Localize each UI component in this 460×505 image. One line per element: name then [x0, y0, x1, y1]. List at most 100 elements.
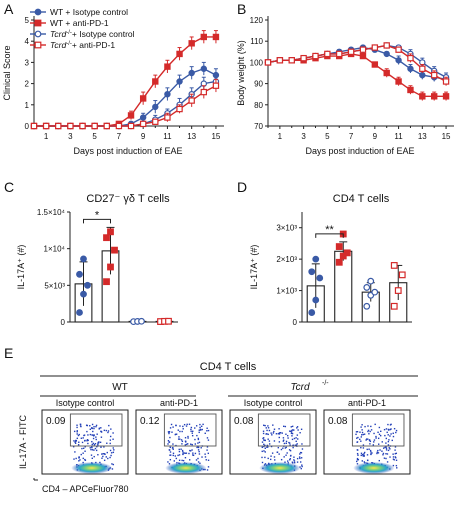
x-tick-label: 11: [163, 132, 172, 141]
event-dot: [296, 426, 299, 428]
event-dot: [206, 427, 208, 429]
event-dot: [373, 432, 375, 435]
event-dot: [361, 431, 364, 434]
event-dot: [204, 453, 206, 455]
event-dot: [363, 433, 366, 435]
event-dot: [185, 452, 188, 454]
group-wt-label: WT: [112, 382, 128, 393]
event-dot: [369, 449, 372, 452]
event-dot: [207, 466, 210, 468]
event-dot: [292, 429, 294, 431]
event-dot: [291, 432, 294, 435]
event-dot: [188, 452, 190, 455]
event-dot: [394, 446, 397, 448]
event-dot: [107, 430, 110, 432]
event-dot: [169, 454, 171, 456]
event-dot: [363, 461, 365, 463]
event-dot: [377, 431, 379, 433]
event-dot: [91, 449, 94, 451]
data-point: [200, 88, 208, 96]
event-dot: [363, 451, 366, 454]
event-dot: [202, 423, 204, 426]
event-dot: [375, 437, 377, 439]
event-dot: [395, 429, 398, 432]
event-dot: [285, 440, 288, 443]
x-tick-label: 13: [418, 132, 427, 141]
y-axis-label: Body weight (%): [236, 40, 246, 106]
density-core: [259, 462, 301, 474]
x-tick-label: 15: [442, 132, 451, 141]
data-point: [390, 302, 398, 310]
event-dot: [111, 468, 114, 470]
event-dot: [356, 441, 358, 443]
data-point: [395, 78, 402, 85]
event-dot: [281, 432, 283, 434]
event-dot: [276, 451, 279, 453]
event-dot: [268, 443, 271, 445]
event-dot: [190, 443, 192, 445]
event-dot: [363, 452, 365, 455]
legend-superscript: -/-: [66, 41, 72, 47]
event-dot: [91, 440, 93, 443]
event-dot: [387, 440, 390, 443]
event-dot: [289, 459, 291, 461]
event-dot: [280, 458, 283, 461]
event-dot: [206, 430, 208, 432]
event-dot: [300, 457, 303, 459]
x-tick-label: 1: [44, 132, 49, 141]
event-dot: [82, 437, 84, 439]
event-dot: [385, 428, 388, 430]
data-point: [312, 296, 320, 304]
event-dot: [192, 452, 194, 454]
event-dot: [356, 457, 359, 460]
y-tick-label: 4: [25, 37, 30, 46]
event-dot: [261, 456, 263, 459]
data-point: [371, 288, 379, 296]
event-dot: [392, 458, 395, 460]
event-dot: [282, 440, 285, 442]
data-point: [359, 46, 367, 53]
data-point: [363, 302, 371, 310]
data-point: [188, 97, 195, 104]
event-dot: [92, 437, 95, 440]
event-dot: [190, 426, 193, 429]
event-dot: [384, 446, 386, 449]
event-dot: [284, 447, 287, 449]
event-dot: [82, 461, 84, 464]
event-dot: [91, 443, 93, 446]
event-dot: [291, 461, 294, 463]
event-dot: [100, 427, 102, 429]
event-dot: [373, 441, 375, 443]
event-dot: [170, 423, 173, 426]
y-tick-label: 70: [254, 122, 263, 131]
event-dot: [291, 429, 293, 432]
event-dot: [84, 439, 86, 442]
event-dot: [273, 456, 276, 458]
data-point: [371, 61, 379, 68]
event-dot: [270, 432, 272, 434]
event-dot: [172, 454, 174, 457]
event-dot: [78, 460, 80, 462]
event-dot: [86, 440, 88, 442]
event-dot: [80, 437, 83, 439]
event-dot: [365, 439, 367, 441]
event-dot: [109, 456, 111, 459]
event-dot: [293, 459, 295, 461]
event-dot: [395, 457, 397, 459]
event-dot: [370, 425, 372, 428]
event-dot: [267, 446, 269, 448]
x-axis-label: Days post induction of EAE: [73, 146, 182, 156]
event-dot: [86, 424, 89, 427]
y-tick-label: 110: [250, 37, 263, 46]
event-dot: [92, 435, 95, 437]
event-dot: [197, 437, 200, 440]
event-dot: [112, 447, 114, 449]
event-dot: [300, 428, 303, 430]
x-tick-label: 3: [301, 132, 306, 141]
event-dot: [277, 433, 280, 435]
event-dot: [263, 450, 265, 452]
event-dot: [301, 443, 303, 445]
event-dot: [204, 456, 207, 458]
event-dot: [191, 434, 194, 437]
event-dot: [100, 446, 102, 448]
